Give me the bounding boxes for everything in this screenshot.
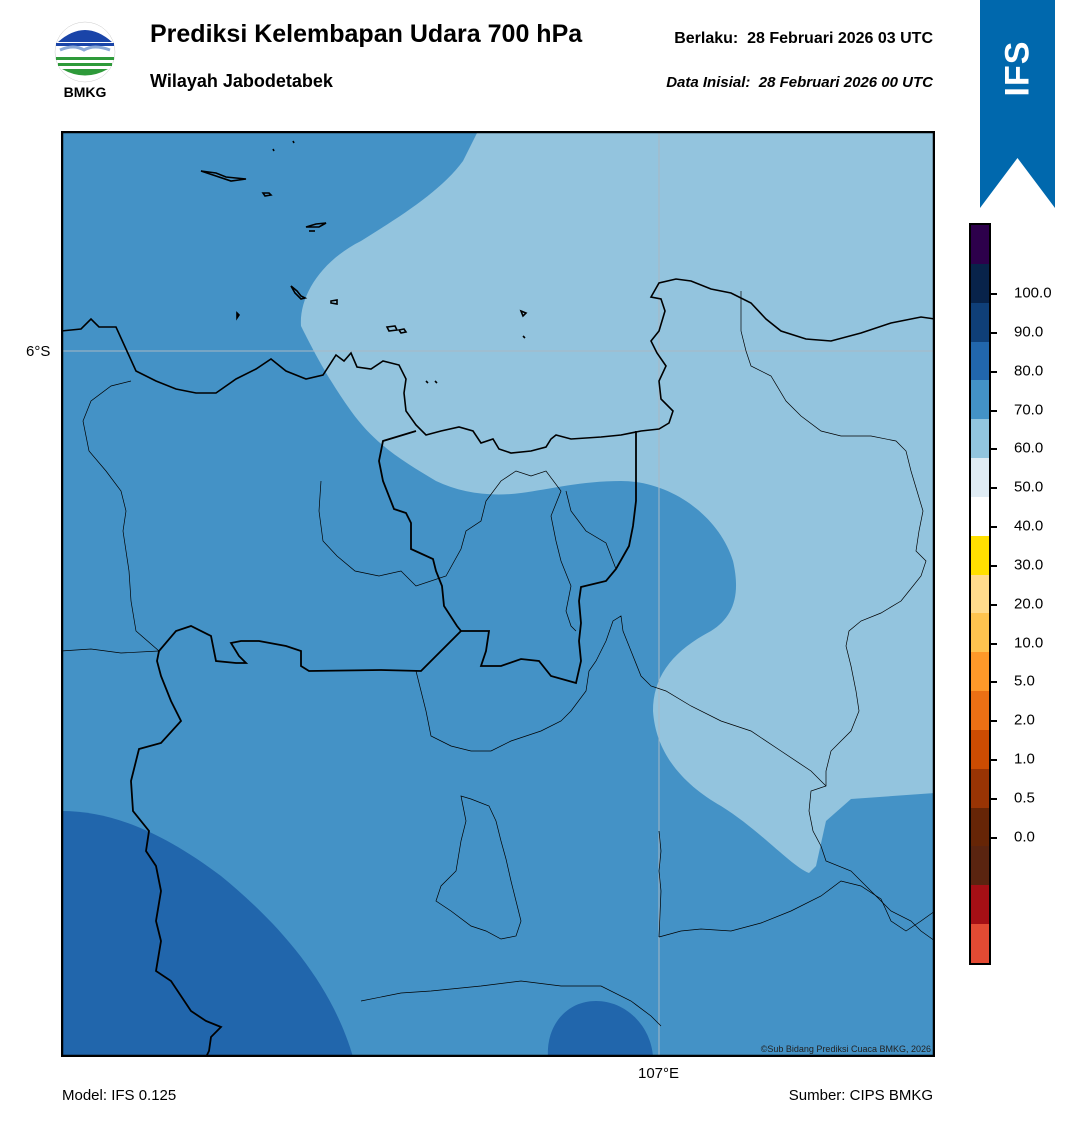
colorbar-tick — [991, 720, 997, 723]
model-ribbon — [980, 0, 1055, 208]
colorbar-label: 90.0 — [1014, 323, 1044, 341]
colorbar-label: 40.0 — [1014, 517, 1044, 535]
colorbar-tick — [991, 759, 997, 762]
colorbar-tick — [991, 487, 997, 490]
region-subtitle: Wilayah Jabodetabek — [150, 71, 333, 91]
humidity-80-90-region-south — [547, 1001, 653, 1057]
colorbar-label: 10.0 — [1014, 634, 1044, 652]
colorbar-segment — [971, 496, 989, 537]
init-time: Data Inisial: 28 Februari 2026 00 UTC — [666, 74, 933, 91]
colorbar-segment — [971, 613, 989, 653]
colorbar-label: 50.0 — [1014, 478, 1044, 496]
colorbar-segment — [971, 729, 989, 770]
colorbar-segment — [971, 535, 989, 576]
colorbar-tick — [991, 292, 997, 295]
colorbar-tick — [991, 681, 997, 684]
init-label: Data Inisial: — [666, 74, 751, 91]
colorbar-tick — [991, 836, 997, 839]
logo-text: BMKG — [63, 84, 107, 100]
lat-label: 6°S — [26, 343, 51, 360]
colorbar-label: 70.0 — [1014, 401, 1044, 418]
colorbar-segment — [971, 885, 989, 925]
humidity-80-90-region-west — [61, 811, 353, 1057]
page-title: Prediksi Kelembapan Udara 700 hPa — [150, 20, 583, 48]
colorbar-tick — [991, 448, 997, 451]
colorbar-segment — [971, 302, 989, 342]
source-info: Sumber: CIPS BMKG — [788, 1087, 933, 1104]
colorbar-tick — [991, 603, 997, 606]
colorbar-label: 80.0 — [1014, 362, 1044, 380]
lon-label: 107°E — [638, 1065, 680, 1082]
colorbar-segment — [971, 341, 989, 381]
colorbar-tick — [991, 564, 997, 567]
valid-label: Berlaku: — [674, 30, 739, 47]
colorbar-segment — [971, 652, 989, 692]
colorbar-tick — [991, 526, 997, 529]
colorbar-segment — [971, 807, 989, 847]
colorbar-label: 20.0 — [1014, 595, 1044, 613]
colorbar-label: 5.0 — [1014, 672, 1035, 690]
humidity-map — [61, 131, 935, 1057]
colorbar-tick — [991, 797, 997, 800]
colorbar-segment — [971, 574, 989, 614]
map-credit: ©Sub Bidang Prediksi Cuaca BMKG, 2026 — [760, 1044, 931, 1054]
coastline — [61, 278, 935, 454]
colorbar-segment — [971, 458, 989, 498]
colorbar-segment — [971, 846, 989, 886]
colorbar-label: 100.0 — [1014, 284, 1052, 302]
colorbar-tick — [991, 642, 997, 645]
colorbar-label: 30.0 — [1014, 556, 1044, 574]
model-info: Model: IFS 0.125 — [62, 1087, 177, 1104]
bmkg-logo — [54, 21, 116, 83]
humidity-60-70-region — [300, 131, 935, 873]
province-borders — [130, 430, 637, 1057]
colorbar-tick — [991, 370, 997, 373]
colorbar-tick — [991, 331, 997, 334]
regency-borders — [61, 291, 935, 1027]
colorbar — [969, 223, 991, 965]
colorbar-label: 0.0 — [1014, 828, 1035, 846]
colorbar-segment — [971, 225, 989, 265]
init-value: 28 Februari 2026 00 UTC — [758, 74, 933, 91]
valid-time: Berlaku: 28 Februari 2026 03 UTC — [674, 30, 933, 48]
model-ribbon-label: IFS — [998, 40, 1036, 97]
colorbar-segment — [971, 419, 989, 459]
colorbar-label: 60.0 — [1014, 439, 1044, 457]
colorbar-tick — [991, 409, 997, 412]
colorbar-segment — [971, 380, 989, 420]
colorbar-segment — [971, 691, 989, 731]
colorbar-segment — [971, 263, 989, 304]
islands — [200, 140, 528, 384]
colorbar-label: 2.0 — [1014, 711, 1035, 729]
colorbar-segment — [971, 768, 989, 809]
colorbar-segment — [971, 924, 989, 964]
colorbar-label: 1.0 — [1014, 750, 1035, 768]
valid-value: 28 Februari 2026 03 UTC — [747, 30, 933, 47]
colorbar-label: 0.5 — [1014, 789, 1035, 807]
